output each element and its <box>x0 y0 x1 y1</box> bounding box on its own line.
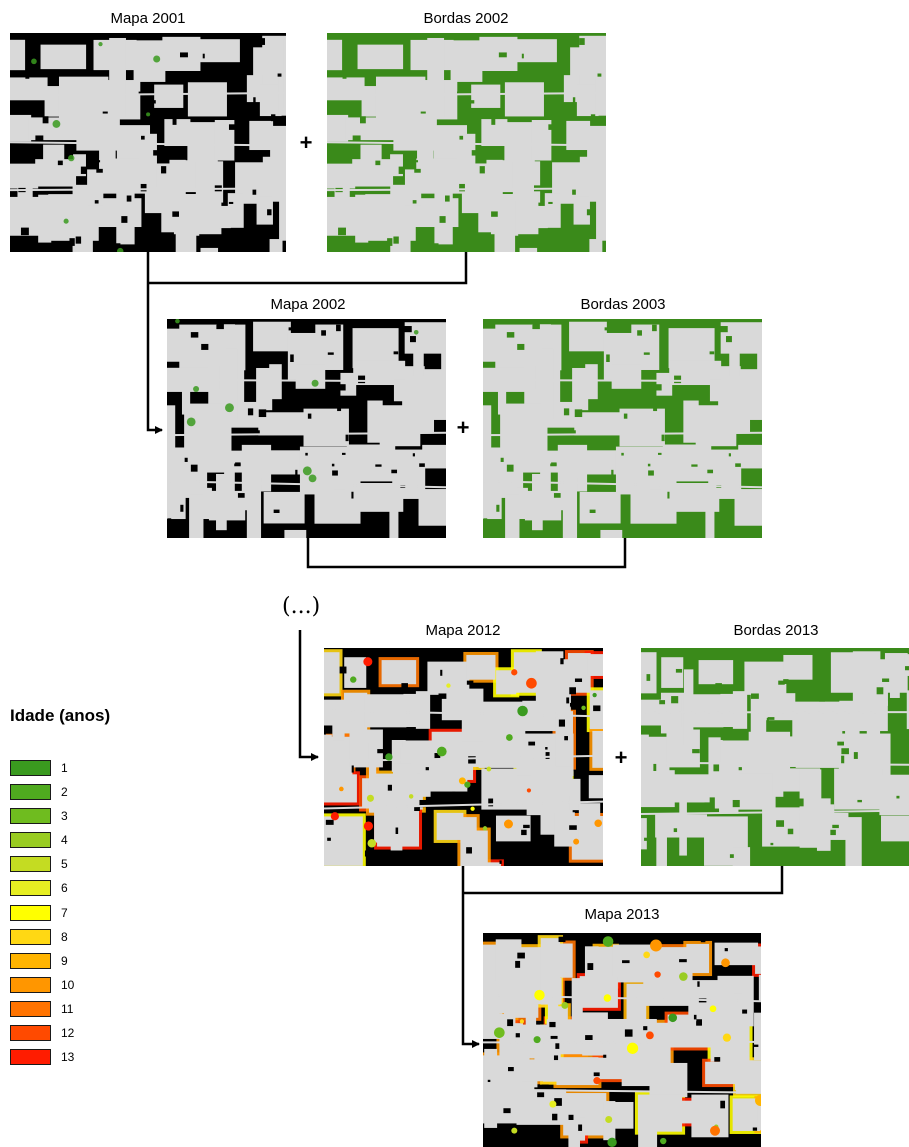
legend-label: 8 <box>61 929 68 944</box>
legend-swatch <box>10 808 51 825</box>
connector-2012-2013 <box>461 866 784 1044</box>
legend-label: 3 <box>61 809 68 824</box>
connector-2002-2003 <box>306 538 627 569</box>
legend-label: 9 <box>61 953 68 968</box>
map-panel-mapa-2002 <box>167 319 446 538</box>
legend-swatch <box>10 880 51 897</box>
legend-swatch <box>10 928 51 945</box>
landscape-map-texture <box>324 648 603 866</box>
map-panel-mapa-2013 <box>483 933 761 1147</box>
plus-sign-3: + <box>614 745 628 770</box>
legend-swatch <box>10 832 51 849</box>
landscape-map-texture <box>10 33 286 252</box>
legend-swatch <box>10 952 51 969</box>
title-mapa-2013: Mapa 2013 <box>584 906 660 923</box>
title-mapa-2002: Mapa 2002 <box>270 296 346 313</box>
legend-swatch <box>10 856 51 873</box>
plus-sign-1: + <box>299 130 313 155</box>
landscape-map-texture <box>327 33 606 252</box>
legend-label: 12 <box>61 1026 75 1041</box>
title-bordas-2002: Bordas 2002 <box>423 10 509 27</box>
plus-sign-2: + <box>456 415 470 440</box>
legend-label: 7 <box>61 905 68 920</box>
legend-title: Idade (anos) <box>10 706 111 725</box>
map-panel-mapa-2001 <box>10 33 286 252</box>
map-panel-bordas-2002 <box>327 33 606 252</box>
legend-swatch <box>10 1025 51 1042</box>
title-bordas-2003: Bordas 2003 <box>580 296 666 313</box>
legend-label: 10 <box>61 977 75 992</box>
legend-label: 1 <box>61 761 68 775</box>
legend-swatch <box>10 760 51 776</box>
landscape-map-texture <box>483 319 762 538</box>
legend-swatch <box>10 904 51 921</box>
legend-label: 13 <box>61 1050 75 1065</box>
legend-swatch <box>10 784 51 801</box>
legend-label: 5 <box>61 857 68 872</box>
map-panel-mapa-2012 <box>324 648 603 866</box>
landscape-map-texture <box>641 648 909 866</box>
connector-ellipsis-2012 <box>298 630 319 761</box>
ellipsis-text: (...) <box>282 594 321 619</box>
legend-swatch <box>10 1049 51 1066</box>
title-mapa-2001: Mapa 2001 <box>110 10 186 27</box>
landscape-map-texture <box>167 319 446 538</box>
legend-label: 11 <box>61 1001 74 1016</box>
map-panel-bordas-2003 <box>483 319 762 538</box>
legend-label: 2 <box>61 785 68 800</box>
title-bordas-2013: Bordas 2013 <box>733 622 819 639</box>
legend-label: 4 <box>61 833 68 848</box>
landscape-map-texture <box>483 933 761 1147</box>
legend-swatch <box>10 1000 51 1017</box>
connector-2001-2002 <box>146 252 468 430</box>
title-mapa-2012: Mapa 2012 <box>425 622 501 639</box>
map-panel-bordas-2013 <box>641 648 909 866</box>
legend-swatch <box>10 976 51 993</box>
legend-label: 6 <box>61 881 68 896</box>
